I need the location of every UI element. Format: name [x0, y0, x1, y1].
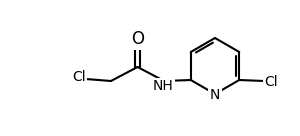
Text: N: N — [210, 88, 220, 102]
Text: Cl: Cl — [265, 75, 278, 89]
Text: Cl: Cl — [72, 70, 86, 84]
Text: NH: NH — [153, 79, 173, 93]
Text: O: O — [131, 30, 144, 48]
